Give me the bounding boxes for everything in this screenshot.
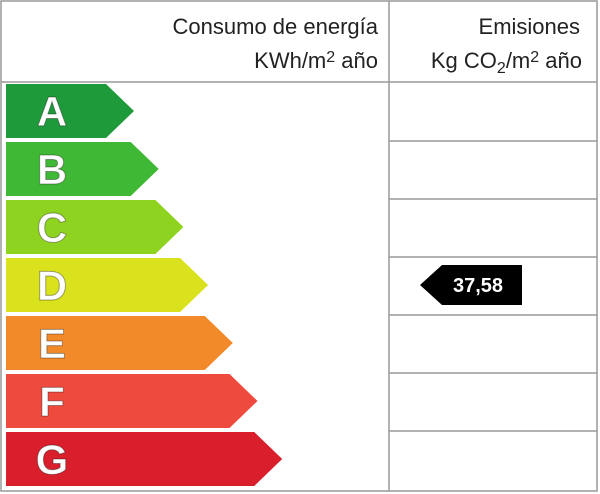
- emission-value: 37,58: [453, 275, 503, 297]
- rating-arrow: [6, 84, 134, 138]
- unit-part: KWh/m: [254, 48, 326, 73]
- unit-part: 2: [530, 49, 539, 66]
- unit-part: 2: [497, 60, 506, 77]
- rating-arrow: [6, 142, 159, 196]
- unit-part: Kg CO: [431, 48, 497, 73]
- rating-letter: G: [36, 436, 69, 483]
- unit-part: año: [335, 48, 378, 73]
- emissions-unit: Kg CO2/m2 año: [431, 48, 582, 77]
- consumption-title: Consumo de energía: [173, 14, 379, 39]
- rating-letter: C: [37, 204, 67, 251]
- rating-letter: E: [38, 320, 66, 367]
- rating-letter: F: [39, 378, 65, 425]
- unit-part: 2: [326, 49, 335, 66]
- unit-part: año: [539, 48, 582, 73]
- rating-arrow: [6, 258, 209, 312]
- emission-tag: [420, 265, 522, 305]
- rating-letter: D: [37, 262, 67, 309]
- rating-letter: A: [37, 88, 67, 135]
- consumption-unit: KWh/m2 año: [254, 48, 378, 73]
- rating-arrow: [6, 432, 283, 486]
- rating-arrow: [6, 316, 233, 370]
- rating-arrow: [6, 374, 258, 428]
- rating-letter: B: [37, 146, 67, 193]
- rating-arrow: [6, 200, 184, 254]
- emissions-title: Emisiones: [479, 14, 580, 39]
- unit-part: /m: [506, 48, 530, 73]
